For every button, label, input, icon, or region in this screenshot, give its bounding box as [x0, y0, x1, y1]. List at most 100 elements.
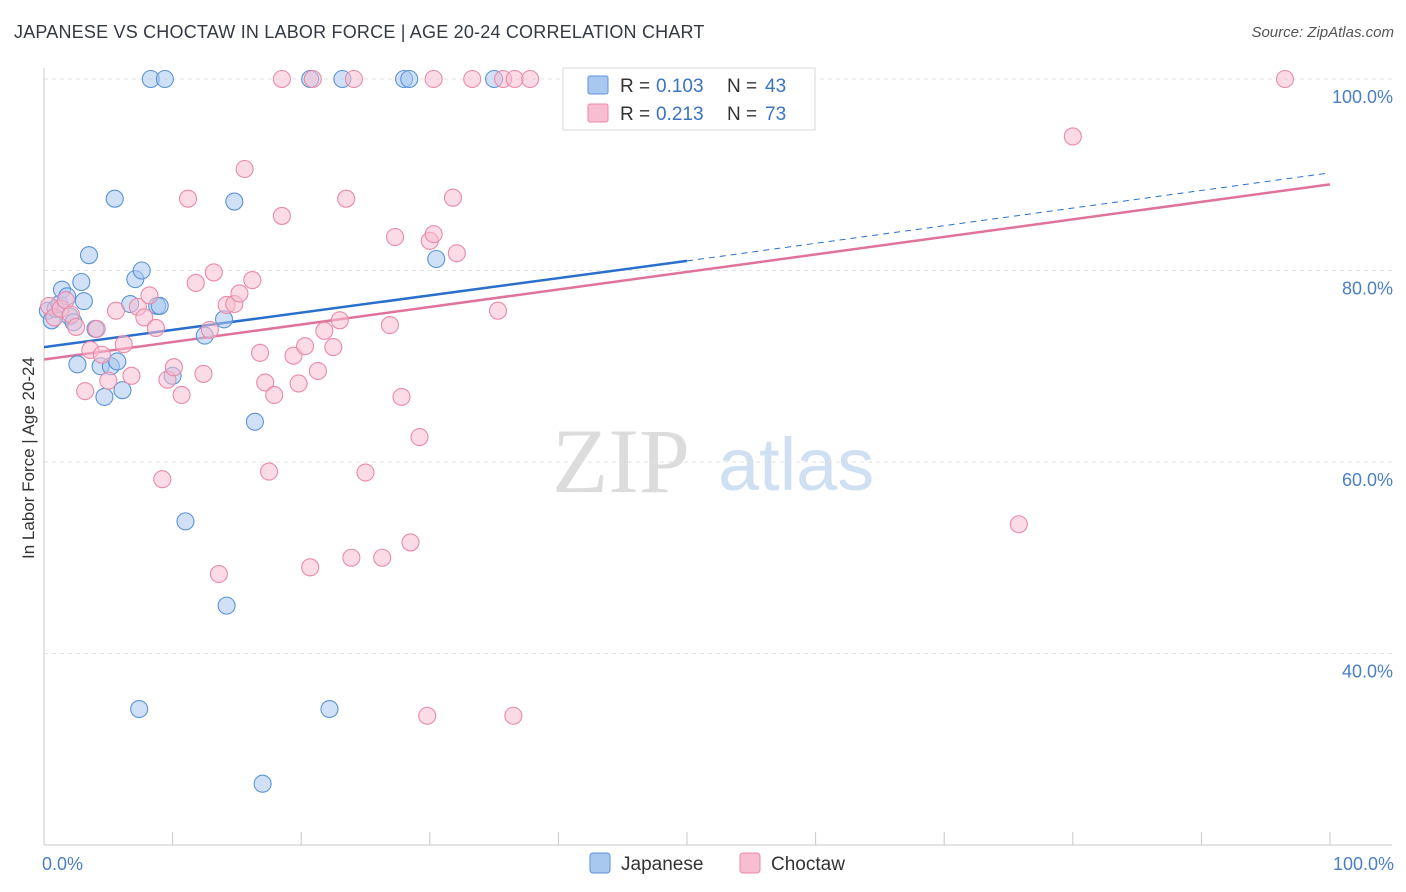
choctaw-point — [172, 385, 191, 405]
choctaw-point — [410, 428, 429, 447]
choctaw-point — [235, 159, 254, 179]
japanese-point — [245, 412, 264, 431]
choctaw-point — [284, 346, 303, 365]
choctaw-point — [1275, 69, 1295, 89]
choctaw-point — [204, 263, 223, 282]
legend-n-value-choctaw: 73 — [765, 104, 786, 125]
choctaw-point — [301, 558, 320, 577]
bottom-legend-swatch-japanese — [589, 852, 611, 874]
choctaw-point — [153, 470, 172, 489]
chart-title: JAPANESE VS CHOCTAW IN LABOR FORCE | AGE… — [14, 22, 705, 42]
axes — [43, 68, 1392, 846]
choctaw-point — [67, 317, 86, 337]
choctaw-point — [106, 301, 126, 320]
choctaw-point — [99, 371, 118, 390]
choctaw-point — [272, 69, 291, 89]
choctaw-point — [200, 320, 219, 339]
choctaw-point — [230, 284, 249, 303]
bottom-legend: Japanese Choctaw — [589, 852, 845, 875]
legend-n-value-japanese: 43 — [765, 76, 786, 97]
legend-swatch-japanese — [587, 75, 609, 95]
japanese-point — [253, 774, 272, 793]
japanese-point — [427, 249, 446, 269]
choctaw-point — [373, 548, 392, 567]
japanese-point — [74, 292, 93, 311]
choctaw-point — [122, 366, 141, 385]
choctaw-point — [324, 338, 343, 357]
choctaw-point — [1063, 127, 1082, 146]
choctaw-point — [521, 69, 540, 89]
choctaw-point — [401, 533, 420, 552]
legend-n-label-japanese: N = — [727, 76, 757, 97]
japanese-point — [72, 272, 91, 292]
choctaw-point — [424, 225, 443, 244]
choctaw-point — [87, 319, 106, 338]
choctaw-point — [424, 69, 443, 89]
choctaw-point — [344, 69, 363, 89]
watermark-atlas: atlas — [718, 423, 874, 506]
y-tick-label: 100.0% — [1332, 87, 1393, 107]
choctaw-point — [265, 385, 284, 405]
legend-r-label-choctaw: R = — [620, 104, 650, 125]
japanese-point — [217, 596, 236, 615]
choctaw-point — [308, 361, 327, 381]
choctaw-point — [164, 358, 183, 377]
watermark-zip: ZIP — [552, 410, 690, 512]
choctaw-point — [356, 463, 375, 482]
choctaw-point — [296, 337, 315, 356]
choctaw-point — [504, 706, 523, 725]
y-tick-label: 40.0% — [1342, 662, 1393, 682]
bottom-legend-label-japanese: Japanese — [621, 854, 703, 875]
choctaw-point — [463, 69, 482, 89]
choctaw-point — [1009, 515, 1028, 534]
choctaw-point — [178, 189, 198, 208]
japanese-point — [320, 699, 339, 719]
choctaw-point — [386, 227, 405, 247]
x-tick-label-min: 0.0% — [42, 854, 83, 874]
legend-r-label-japanese: R = — [620, 76, 650, 97]
legend-r-value-choctaw: 0.213 — [656, 104, 704, 125]
gridlines — [44, 78, 1392, 654]
japanese-point — [155, 69, 174, 89]
legend-r-value-japanese: 0.103 — [656, 76, 704, 97]
x-tick-labels: 0.0% 100.0% — [42, 854, 1394, 874]
choctaw-point — [330, 311, 349, 330]
choctaw-point — [342, 548, 361, 567]
choctaw-point — [250, 343, 270, 362]
choctaw-point — [303, 69, 322, 89]
choctaw-point — [256, 373, 275, 392]
choctaw-point — [488, 301, 508, 320]
choctaw-point — [243, 271, 262, 290]
trend-line-japanese-extension — [686, 172, 1331, 262]
choctaw-point — [505, 69, 524, 89]
japanese-point — [400, 69, 419, 89]
japanese-point — [132, 261, 151, 280]
choctaw-point — [92, 345, 111, 364]
choctaw-point — [194, 364, 213, 383]
legend-swatch-choctaw — [587, 103, 609, 123]
legend-box: R = 0.103 N = 43 R = 0.213 N = 73 — [562, 67, 816, 131]
japanese-point — [130, 699, 149, 719]
japanese-point — [79, 246, 99, 265]
choctaw-point — [259, 462, 279, 481]
bottom-legend-label-choctaw: Choctaw — [771, 854, 845, 875]
y-tick-labels: 40.0% 60.0% 80.0% 100.0% — [1332, 87, 1393, 682]
choctaw-point — [337, 189, 356, 208]
data-points — [38, 69, 1295, 793]
choctaw-point — [443, 188, 462, 207]
bottom-legend-swatch-choctaw — [739, 852, 761, 874]
choctaw-point — [315, 321, 334, 340]
choctaw-point — [272, 206, 291, 225]
choctaw-point — [209, 564, 228, 584]
japanese-point — [113, 381, 132, 400]
choctaw-point — [418, 706, 437, 725]
japanese-point — [68, 355, 87, 374]
japanese-point — [176, 512, 195, 531]
japanese-point — [95, 387, 114, 406]
x-tick-label-max: 100.0% — [1333, 854, 1394, 874]
trend-line-choctaw — [43, 183, 1331, 361]
choctaw-point — [380, 316, 399, 335]
choctaw-point — [289, 374, 308, 393]
watermark: ZIP atlas — [552, 410, 874, 512]
